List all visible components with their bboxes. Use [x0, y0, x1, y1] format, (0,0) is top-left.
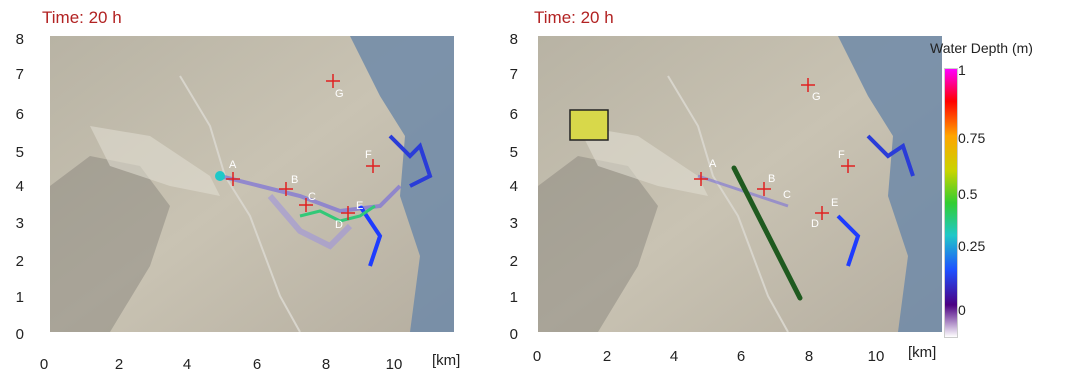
y-tick: 6 [15, 106, 24, 123]
flood-deep [358, 204, 383, 267]
map-canvas: A B C D E F G [50, 36, 454, 333]
x-tick: 10 [867, 348, 885, 365]
point-label: D [811, 218, 819, 230]
highlight-box [569, 109, 609, 141]
map-canvas: A B C D E F G [538, 36, 942, 333]
dark-terrain [50, 156, 170, 332]
flood-medium [299, 204, 376, 223]
point-label: D [335, 219, 343, 231]
flood-deep [388, 134, 433, 188]
point-label: F [838, 149, 845, 161]
point-label: F [365, 149, 372, 161]
barrier-line [731, 165, 803, 301]
y-tick: 3 [509, 215, 518, 232]
legend-title: Water Depth (m) [930, 40, 1033, 56]
flood-deep [836, 214, 861, 267]
y-tick: 4 [509, 178, 518, 195]
light-terrain [578, 126, 708, 196]
y-tick: 2 [509, 253, 518, 270]
x-tick: 6 [736, 348, 746, 365]
x-tick: 0 [39, 356, 49, 373]
x-tick: 2 [114, 356, 124, 373]
point-label: G [812, 91, 821, 103]
x-tick: 2 [602, 348, 612, 365]
time-label: Time: 20 h [42, 8, 122, 27]
x-tick: 0 [532, 348, 542, 365]
x-tick: 4 [669, 348, 679, 365]
satellite-map: A B C D E F G [538, 36, 942, 333]
legend-label: 0.25 [958, 238, 986, 254]
y-tick: 8 [15, 31, 24, 48]
sea [350, 36, 454, 332]
sea [838, 36, 942, 332]
map-panel-left: Time: 20 h 8 7 6 5 4 3 2 1 0 [0, 0, 520, 379]
x-tick: 8 [804, 348, 814, 365]
legend-label: 0.75 [958, 130, 986, 146]
x-unit: [km] [432, 352, 461, 369]
legend-label: 1 [958, 62, 966, 78]
x-unit: [km] [908, 344, 937, 361]
y-tick: 8 [509, 31, 518, 48]
point-label: E [831, 197, 838, 209]
y-tick: 5 [15, 144, 24, 161]
point-label: B [291, 174, 298, 186]
legend-label: 0.5 [958, 186, 978, 202]
y-tick: 7 [509, 66, 518, 83]
y-tick: 3 [15, 215, 24, 232]
legend-label: 0 [958, 302, 966, 318]
y-tick: 4 [15, 178, 24, 195]
color-legend: Water Depth (m) 1 0.75 0.5 0.25 0 [930, 40, 1087, 340]
dark-terrain [538, 156, 658, 332]
point-label: B [768, 173, 775, 185]
y-tick: 6 [509, 106, 518, 123]
point-label: C [783, 189, 791, 201]
x-tick: 4 [182, 356, 192, 373]
flood-area [267, 194, 353, 250]
y-tick: 1 [15, 289, 24, 306]
y-tick: 7 [15, 66, 24, 83]
road [667, 75, 789, 333]
road [179, 75, 301, 333]
map-panel-right: Time: 20 h 8 7 6 5 4 3 2 1 0 [510, 0, 1040, 379]
flood-channel [219, 174, 402, 214]
x-tick: 6 [252, 356, 262, 373]
legend-colorbar [944, 68, 958, 338]
y-tick: 0 [509, 326, 518, 343]
y-tick: 1 [509, 289, 518, 306]
point-label: G [335, 88, 344, 100]
y-tick: 5 [509, 144, 518, 161]
point-label: A [229, 159, 237, 171]
point-label: E [356, 200, 363, 212]
flood-deep [866, 134, 915, 177]
y-tick: 2 [15, 253, 24, 270]
y-tick: 0 [15, 326, 24, 343]
flood-spot [215, 171, 225, 181]
light-terrain [90, 126, 220, 196]
x-tick: 8 [321, 356, 331, 373]
satellite-map: A B C D E F G [50, 36, 454, 333]
point-label: C [308, 191, 316, 203]
point-label: A [709, 158, 717, 170]
x-tick: 10 [385, 356, 403, 373]
time-label: Time: 20 h [534, 8, 614, 27]
